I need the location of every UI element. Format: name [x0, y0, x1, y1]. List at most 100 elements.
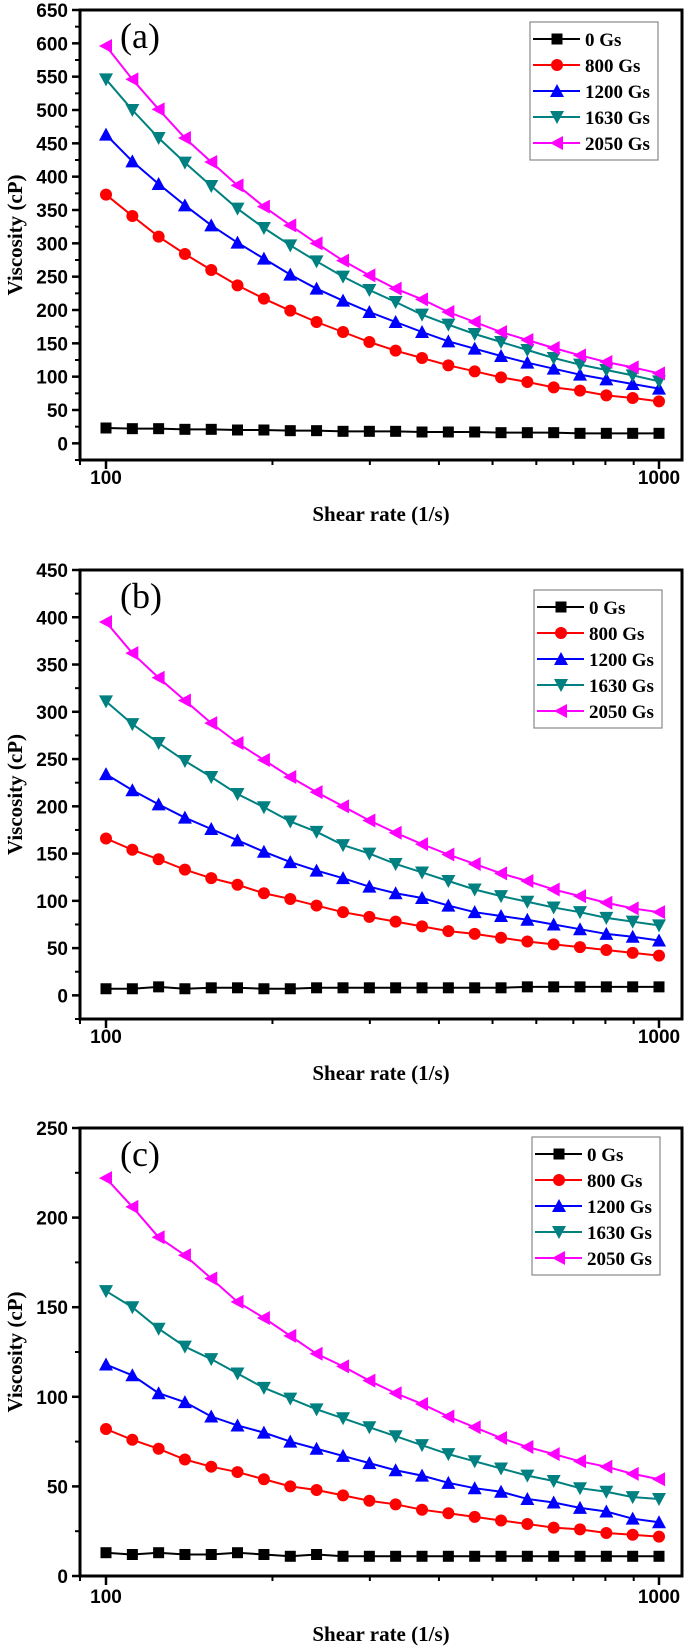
data-point: [283, 1434, 298, 1448]
y-tick-label: 300: [36, 703, 68, 724]
data-point: [416, 982, 428, 994]
data-point: [388, 1430, 403, 1444]
data-point: [390, 425, 402, 437]
series-800-gs: [100, 1423, 665, 1543]
data-point: [546, 901, 561, 915]
data-point: [177, 1248, 191, 1263]
plot-frame: [78, 568, 684, 1021]
data-point: [574, 1523, 587, 1536]
panel-a: 0 50 100 150 200 250 300 350 400 450 500 550 600 650 1…: [3, 1, 684, 526]
data-point: [388, 1463, 403, 1477]
data-point: [126, 983, 138, 995]
data-point: [548, 981, 560, 993]
x-tick-label: 1000: [638, 1587, 680, 1608]
series-line: [105, 1428, 660, 1538]
data-point: [151, 177, 166, 190]
data-point: [652, 919, 666, 933]
data-point: [574, 384, 587, 397]
data-point: [390, 982, 402, 994]
data-point: [363, 425, 375, 437]
series-line: [105, 193, 660, 403]
data-point: [99, 1357, 113, 1371]
data-point: [309, 825, 324, 839]
data-point: [415, 308, 430, 322]
data-point: [520, 1491, 535, 1505]
data-point: [441, 318, 456, 332]
data-point: [125, 154, 140, 168]
data-point: [467, 905, 482, 919]
data-point: [415, 837, 429, 852]
data-point: [467, 315, 481, 329]
data-point: [231, 1466, 244, 1479]
y-tick-label: 100: [36, 368, 68, 389]
data-point: [151, 102, 165, 117]
y-tick-label: 50: [47, 401, 68, 422]
data-point: [547, 1521, 560, 1534]
legend: 0 Gs 800 Gs 1200 Gs 1630 Gs 2050 Gs: [529, 21, 659, 161]
data-point: [99, 614, 112, 629]
panel-label: (b): [120, 576, 162, 616]
data-point: [495, 1514, 508, 1527]
data-point: [205, 423, 217, 435]
data-point: [599, 1459, 613, 1474]
y-tick-label: 250: [36, 1119, 68, 1140]
data-point: [389, 344, 402, 357]
data-point: [100, 188, 112, 201]
x-tick-label: 100: [90, 1587, 122, 1608]
data-point: [256, 222, 271, 235]
panel-c: 0 50 100 150 200 250 100 1000 Shear rate (1/s) Vi…: [3, 1119, 684, 1646]
data-point: [626, 392, 639, 404]
panel-label: (a): [120, 16, 160, 56]
data-point: [204, 822, 219, 836]
data-point: [520, 873, 534, 888]
data-point: [283, 1392, 298, 1406]
data-point: [204, 155, 218, 169]
data-point: [362, 813, 376, 828]
y-tick-label: 50: [47, 1477, 68, 1498]
data-point: [625, 1466, 639, 1481]
data-point: [442, 982, 454, 994]
data-point: [125, 1199, 139, 1214]
series-line: [105, 837, 660, 957]
data-point: [336, 293, 351, 307]
data-point: [310, 1483, 323, 1496]
x-tick-label: 1000: [638, 1027, 680, 1048]
data-point: [625, 377, 640, 390]
data-point: [653, 949, 665, 962]
legend-marker: [555, 601, 567, 613]
data-point: [99, 767, 113, 781]
data-point: [230, 1294, 244, 1309]
data-point: [126, 1548, 138, 1560]
data-point: [125, 718, 140, 732]
y-tick-label: 250: [36, 268, 68, 289]
data-point: [309, 236, 323, 251]
panel-label: (c): [120, 1134, 160, 1174]
series-1200-gs: [99, 127, 666, 395]
y-tick-label: 100: [36, 892, 68, 913]
data-point: [151, 736, 166, 750]
data-point: [573, 358, 588, 372]
series-line: [106, 985, 659, 990]
data-point: [573, 348, 587, 363]
y-tick-label: 0: [57, 986, 68, 1007]
data-point: [415, 1439, 430, 1453]
data-point: [230, 202, 245, 216]
data-point: [573, 922, 588, 936]
y-tick-label: 200: [36, 797, 68, 818]
data-point: [653, 1550, 665, 1562]
data-point: [467, 341, 482, 355]
series-line: [105, 1363, 660, 1524]
data-point: [416, 352, 429, 364]
data-point: [99, 73, 113, 87]
data-point: [546, 352, 561, 365]
data-point: [309, 785, 323, 800]
data-point: [363, 982, 375, 994]
data-point: [337, 425, 349, 437]
data-point: [574, 1550, 586, 1562]
legend-marker: [552, 1199, 566, 1212]
data-point: [388, 886, 403, 900]
data-point: [521, 376, 534, 388]
y-tick-label: 300: [36, 234, 68, 255]
data-point: [546, 917, 561, 931]
data-point: [284, 304, 297, 317]
